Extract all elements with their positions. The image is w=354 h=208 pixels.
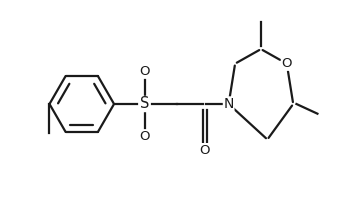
Text: O: O [281, 57, 292, 70]
Text: O: O [139, 130, 150, 143]
Text: S: S [140, 97, 149, 111]
Text: O: O [200, 144, 210, 157]
Text: O: O [139, 65, 150, 78]
Text: N: N [223, 97, 234, 111]
